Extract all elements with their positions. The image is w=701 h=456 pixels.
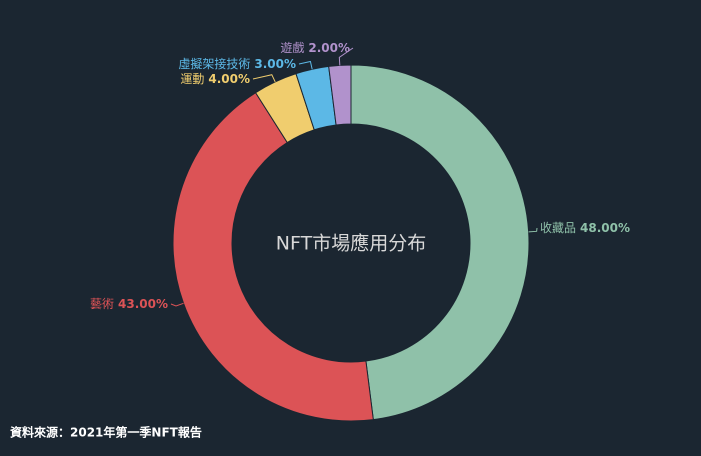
slice-label-value: 48.00% <box>580 221 630 235</box>
slice-label-value: 2.00% <box>308 41 350 55</box>
slice-label: 收藏品 48.00% <box>540 221 630 235</box>
leader-line <box>170 302 184 307</box>
slice-label-name: 收藏品 <box>540 221 576 235</box>
slice-label-name: 藝術 <box>90 297 114 311</box>
leader-line <box>252 74 276 83</box>
donut-slice <box>172 92 374 422</box>
slice-label-value: 43.00% <box>118 297 168 311</box>
slice-label: 運動 4.00% <box>180 72 250 86</box>
slice-label: 遊戲 2.00% <box>280 40 350 55</box>
donut-slice <box>350 64 530 421</box>
leader-line <box>298 60 313 70</box>
slice-label: 藝術 43.00% <box>90 297 168 311</box>
leader-line <box>528 227 538 233</box>
slice-label-name: 運動 <box>180 72 204 86</box>
source-note: 資料來源：2021年第一季NFT報告 <box>10 425 202 440</box>
leader-line <box>338 47 354 66</box>
slice-label-value: 4.00% <box>208 72 250 86</box>
slice-label-name: 虛擬架接技術 <box>178 56 250 71</box>
donut-slice <box>328 64 352 126</box>
chart-title: NFT市場應用分布 <box>276 232 426 255</box>
slice-label: 虛擬架接技術 3.00% <box>178 56 296 71</box>
slice-label-value: 3.00% <box>254 57 296 71</box>
slice-label-name: 遊戲 <box>280 40 304 55</box>
